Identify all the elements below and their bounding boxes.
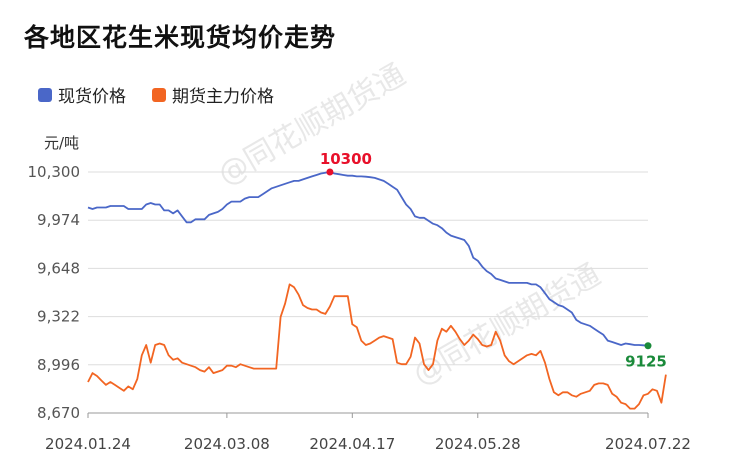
x-tick-label: 2024.03.08 <box>184 435 270 453</box>
futures-price-line <box>87 283 667 410</box>
legend-item-spot[interactable]: 现货价格 <box>38 82 126 107</box>
legend-swatch-futures <box>152 87 166 102</box>
y-tick-label: 9,648 <box>37 259 80 277</box>
y-tick-label: 8,670 <box>37 404 80 422</box>
legend: 现货价格 期货主力价格 <box>38 82 300 107</box>
legend-swatch-spot <box>38 87 52 102</box>
max-point-label: 10300 <box>320 150 372 168</box>
x-tick-label: 2024.07.22 <box>605 435 691 453</box>
y-tick-label: 9,322 <box>37 308 80 326</box>
x-tick-label: 2024.01.24 <box>45 435 131 453</box>
last-point-label: 9125 <box>625 353 667 371</box>
y-tick-label: 9,974 <box>37 211 80 229</box>
x-tick-label: 2024.04.17 <box>309 435 395 453</box>
spot-price-line <box>87 171 649 347</box>
last-point-marker <box>644 342 652 350</box>
legend-item-futures[interactable]: 期货主力价格 <box>152 82 274 107</box>
y-tick-label: 8,996 <box>37 356 80 374</box>
chart-title: 各地区花生米现货均价走势 <box>24 23 337 52</box>
y-axis-unit: 元/吨 <box>44 134 80 152</box>
legend-label-futures: 期货主力价格 <box>172 87 274 107</box>
x-tick-label: 2024.05.28 <box>435 435 521 453</box>
legend-label-spot: 现货价格 <box>58 87 126 107</box>
max-point-marker <box>326 168 334 176</box>
y-tick-label: 10,300 <box>28 163 81 181</box>
